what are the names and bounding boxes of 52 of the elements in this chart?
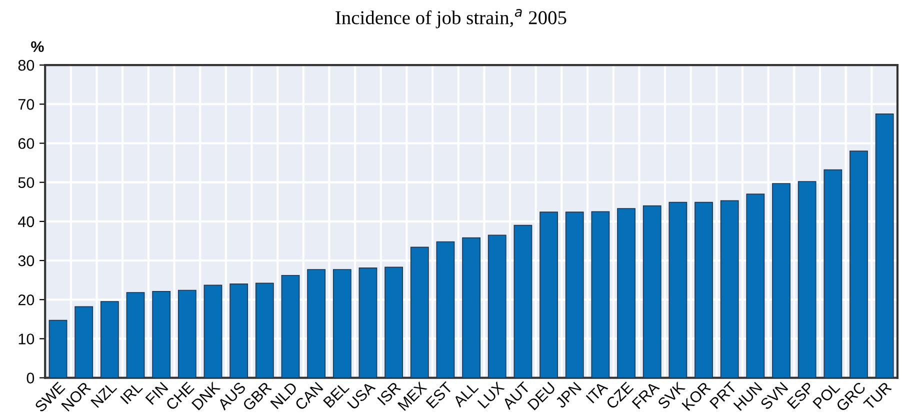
bar — [720, 200, 739, 378]
bar — [875, 114, 894, 378]
bar — [591, 211, 610, 378]
bar — [358, 268, 378, 378]
bar — [332, 269, 352, 378]
x-tick-label: ALL — [452, 381, 479, 408]
y-tick-label: 70 — [18, 99, 34, 110]
bar — [746, 194, 765, 378]
bar — [565, 212, 584, 378]
x-tick-label: FRA — [632, 381, 660, 410]
bar — [798, 181, 816, 378]
bar — [540, 212, 558, 378]
x-tick-label: ITA — [586, 381, 608, 404]
y-tick-label: 50 — [18, 177, 34, 188]
bar — [462, 237, 480, 378]
bar — [255, 282, 274, 378]
y-tick-label: 10 — [18, 334, 34, 344]
x-tick-label: IRL — [120, 381, 143, 404]
bar — [410, 246, 429, 378]
bar — [178, 290, 196, 378]
chart-title: Incidence of job strain,$^{a}$ 2005 — [336, 9, 566, 28]
x-tick-label: NZL — [90, 381, 118, 408]
bar — [850, 150, 868, 378]
bar — [488, 234, 506, 378]
x-tick-label: FIN — [145, 382, 168, 405]
bar — [307, 269, 326, 378]
bar — [126, 292, 145, 378]
bar — [384, 266, 404, 378]
bar — [74, 306, 94, 378]
bar — [824, 169, 842, 378]
bar — [100, 301, 119, 378]
y-tick-label: 80 — [18, 60, 34, 71]
y-tick-label: 40 — [18, 216, 34, 228]
bar — [668, 202, 688, 378]
bar — [642, 205, 662, 378]
y-tick-label: 60 — [18, 138, 34, 149]
bar — [204, 284, 222, 378]
bar — [617, 208, 636, 378]
bar — [436, 241, 455, 378]
y-tick-label: 20 — [18, 294, 34, 306]
y-tick-label: 0 — [26, 372, 34, 384]
bar — [230, 284, 248, 378]
y-tick-label: 30 — [18, 255, 34, 266]
y-axis-title: % — [31, 41, 44, 52]
bar — [281, 274, 300, 378]
bar — [694, 202, 713, 378]
bar — [514, 224, 532, 378]
x-tick-label: TUR — [863, 381, 892, 410]
bar — [152, 290, 171, 378]
bar — [772, 183, 790, 378]
x-tick-label: JPN — [554, 382, 582, 409]
bar — [48, 320, 68, 378]
